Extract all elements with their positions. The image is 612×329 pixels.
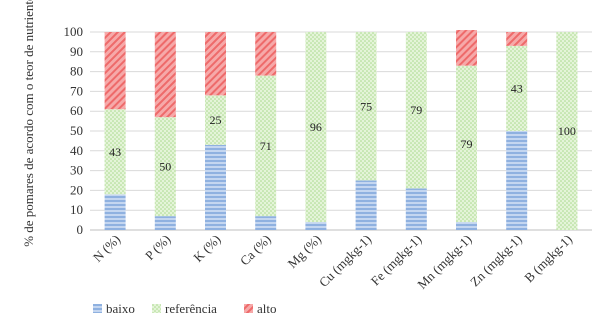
data-label: 79 bbox=[461, 137, 473, 151]
bar-segment-alto bbox=[456, 30, 477, 66]
y-tick-label: 60 bbox=[70, 103, 83, 118]
bar-segment-alto bbox=[255, 32, 277, 76]
x-tick-label: Cu (mgkg-1) bbox=[316, 232, 374, 290]
bar-segment-referencia bbox=[355, 32, 377, 181]
bar-segment-baixo bbox=[154, 216, 176, 230]
x-tick-label: Zn (mgkg-1) bbox=[467, 232, 525, 290]
bar-segment-baixo bbox=[205, 144, 226, 230]
bar-segment-baixo bbox=[104, 194, 126, 230]
legend: baixo referência alto bbox=[93, 301, 277, 316]
legend-swatch bbox=[152, 304, 161, 313]
y-tick-label: 30 bbox=[70, 163, 83, 178]
bar-segment-alto bbox=[205, 32, 226, 96]
x-tick-label: K (%) bbox=[190, 232, 223, 265]
bars: 43 50 25 71 96 75 79 79 43 100 bbox=[104, 30, 578, 230]
bar-segment-alto bbox=[506, 32, 528, 46]
legend-label: alto bbox=[257, 301, 277, 316]
data-label: 79 bbox=[410, 103, 422, 117]
bar-segment-alto bbox=[154, 32, 176, 118]
y-axis-title: % de pomares de acordo com o teor de nut… bbox=[21, 0, 36, 247]
bar-segment-referencia bbox=[405, 32, 427, 189]
y-tick-label: 100 bbox=[64, 24, 84, 39]
x-tick-label: N (%) bbox=[90, 232, 123, 265]
y-tick-label: 40 bbox=[70, 143, 83, 158]
bar-segment-baixo bbox=[355, 180, 377, 230]
data-label: 50 bbox=[159, 160, 171, 174]
data-label: 100 bbox=[558, 124, 576, 138]
x-tick-label: Mn (mgkg-1) bbox=[414, 232, 474, 292]
y-tick-label: 80 bbox=[70, 64, 83, 79]
legend-label: baixo bbox=[106, 301, 135, 316]
bar-segment-referencia bbox=[506, 45, 528, 131]
bar-segment-baixo bbox=[506, 131, 528, 230]
bar-segment-referencia bbox=[255, 75, 277, 217]
y-tick-label: 70 bbox=[70, 83, 83, 98]
y-tick-label: 0 bbox=[77, 222, 84, 237]
bar-segment-baixo bbox=[405, 188, 427, 230]
legend-swatch bbox=[244, 304, 253, 313]
data-label: 43 bbox=[109, 145, 121, 159]
data-label: 75 bbox=[360, 99, 372, 113]
bar-segment-referencia bbox=[104, 109, 126, 195]
y-tick-label: 20 bbox=[70, 182, 83, 197]
bar-segment-alto bbox=[104, 32, 126, 110]
x-tick-label: B (mgkg-1) bbox=[521, 232, 575, 286]
x-axis-ticks: N (%) P (%) K (%) Ca (%) Mg (%)Cu (mgkg-1)Fe… bbox=[90, 232, 575, 292]
data-label: 43 bbox=[511, 81, 523, 95]
bar-segment-referencia bbox=[154, 117, 176, 217]
data-label: 25 bbox=[210, 113, 222, 127]
bar-segment-baixo bbox=[305, 222, 327, 230]
y-tick-label: 90 bbox=[70, 44, 83, 59]
x-tick-label: Ca (%) bbox=[237, 232, 274, 269]
bar-segment-referencia bbox=[205, 95, 226, 145]
x-tick-label: Mg (%) bbox=[285, 232, 324, 271]
x-tick-label: P (%) bbox=[142, 232, 173, 263]
y-tick-label: 50 bbox=[70, 123, 83, 138]
bar-segment-referencia bbox=[556, 32, 578, 230]
bar-segment-referencia bbox=[305, 32, 327, 223]
bar-segment-referencia bbox=[456, 65, 477, 223]
y-tick-label: 10 bbox=[70, 202, 83, 217]
legend-label: referência bbox=[165, 301, 217, 316]
bar-segment-baixo bbox=[456, 222, 477, 230]
legend-swatch bbox=[93, 304, 102, 313]
data-label: 71 bbox=[260, 139, 272, 153]
data-label: 96 bbox=[310, 120, 322, 134]
bar-segment-baixo bbox=[255, 216, 277, 230]
y-axis-ticks: 0 10 20 30 40 50 60 70 80 90 100 bbox=[64, 24, 84, 237]
